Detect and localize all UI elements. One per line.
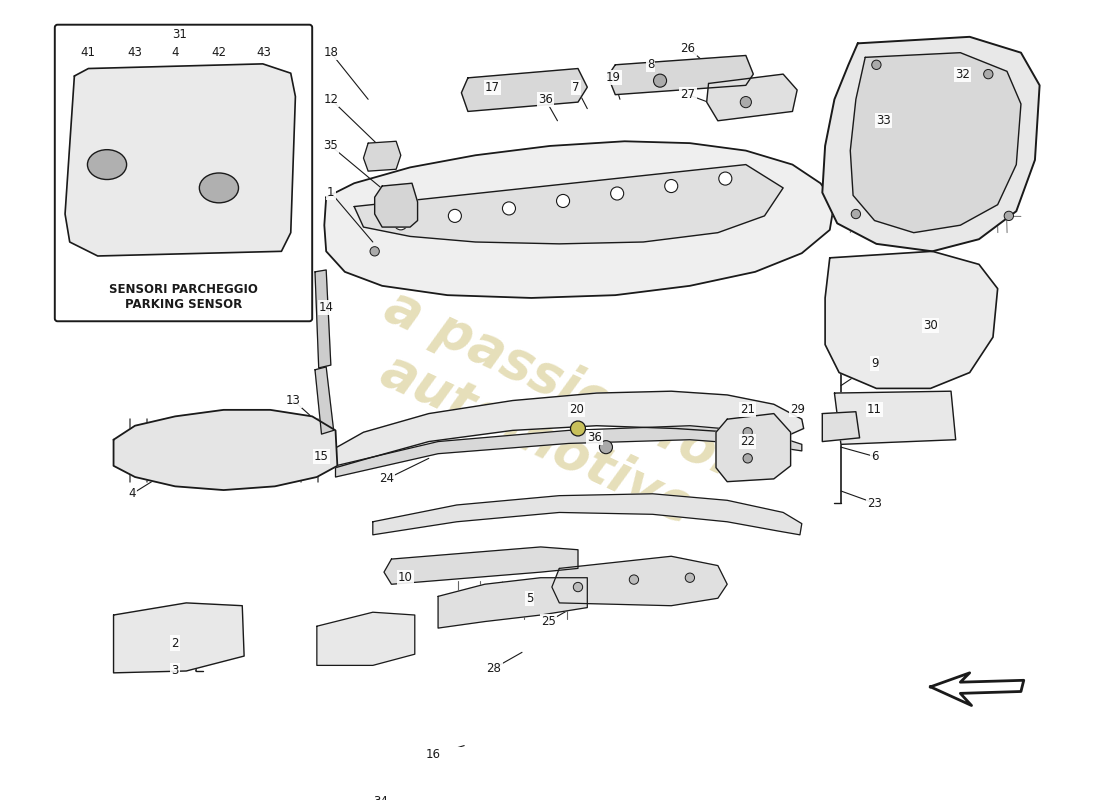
Ellipse shape	[199, 173, 239, 203]
Ellipse shape	[87, 150, 126, 179]
Circle shape	[653, 74, 667, 87]
Text: 36: 36	[587, 431, 602, 444]
Circle shape	[685, 573, 694, 582]
Polygon shape	[706, 74, 798, 121]
Text: 25: 25	[541, 615, 556, 628]
Polygon shape	[113, 410, 338, 490]
Circle shape	[394, 217, 407, 230]
Text: 2: 2	[172, 637, 179, 650]
Text: 22: 22	[740, 435, 756, 448]
Circle shape	[629, 575, 639, 584]
Text: 43: 43	[256, 46, 271, 59]
Text: 4: 4	[129, 487, 136, 500]
Circle shape	[449, 210, 461, 222]
Polygon shape	[850, 53, 1021, 233]
Polygon shape	[931, 673, 1024, 706]
Circle shape	[600, 441, 613, 454]
Text: 30: 30	[923, 319, 938, 333]
Circle shape	[871, 60, 881, 70]
Text: 20: 20	[569, 403, 583, 416]
Polygon shape	[608, 55, 754, 94]
Polygon shape	[333, 391, 804, 468]
Polygon shape	[354, 165, 783, 244]
Circle shape	[742, 454, 752, 463]
Text: 28: 28	[486, 662, 502, 674]
Text: 14: 14	[319, 301, 333, 314]
Text: 21: 21	[740, 403, 756, 416]
Text: 13: 13	[286, 394, 301, 407]
Text: 18: 18	[323, 46, 339, 59]
Text: 8: 8	[647, 58, 654, 71]
Circle shape	[610, 187, 624, 200]
Polygon shape	[461, 69, 587, 111]
Text: 41: 41	[81, 46, 96, 59]
Circle shape	[1004, 211, 1013, 221]
Text: 3: 3	[172, 665, 179, 678]
Polygon shape	[384, 547, 578, 584]
Polygon shape	[324, 142, 835, 298]
Text: 43: 43	[128, 46, 142, 59]
Polygon shape	[65, 64, 296, 256]
Circle shape	[573, 582, 583, 592]
Circle shape	[740, 97, 751, 108]
Circle shape	[557, 194, 570, 207]
Circle shape	[742, 427, 752, 437]
Polygon shape	[336, 426, 802, 477]
Text: 7: 7	[572, 81, 580, 94]
Polygon shape	[363, 142, 400, 171]
Polygon shape	[835, 391, 956, 444]
Polygon shape	[315, 367, 333, 434]
Circle shape	[718, 172, 732, 185]
Polygon shape	[823, 37, 1040, 251]
Text: 36: 36	[538, 93, 553, 106]
Text: 10: 10	[398, 571, 412, 584]
Polygon shape	[317, 612, 415, 666]
Text: 6: 6	[871, 450, 878, 463]
Polygon shape	[825, 251, 998, 389]
Text: 34: 34	[373, 795, 387, 800]
Circle shape	[983, 70, 993, 78]
Text: 31: 31	[172, 27, 187, 41]
FancyBboxPatch shape	[55, 25, 312, 322]
Text: 5: 5	[526, 592, 534, 605]
Text: 15: 15	[315, 450, 329, 463]
Polygon shape	[823, 412, 859, 442]
Text: 35: 35	[323, 139, 338, 153]
Text: SENSORI PARCHEGGIO
PARKING SENSOR: SENSORI PARCHEGGIO PARKING SENSOR	[109, 283, 257, 311]
Circle shape	[503, 202, 516, 215]
Text: 11: 11	[867, 403, 882, 416]
Polygon shape	[438, 578, 587, 628]
Circle shape	[664, 179, 678, 193]
Polygon shape	[375, 183, 418, 227]
Text: 32: 32	[955, 68, 969, 81]
Polygon shape	[373, 494, 802, 535]
Polygon shape	[113, 603, 244, 673]
Text: 19: 19	[606, 71, 620, 84]
Text: 27: 27	[681, 88, 695, 101]
Polygon shape	[716, 414, 791, 482]
Text: 12: 12	[323, 93, 339, 106]
Polygon shape	[315, 270, 331, 368]
Text: 26: 26	[681, 42, 695, 54]
Text: 29: 29	[790, 403, 804, 416]
Text: 9: 9	[871, 357, 878, 370]
Text: 24: 24	[379, 472, 394, 486]
Circle shape	[571, 421, 585, 436]
Text: 4: 4	[172, 46, 179, 59]
Text: 33: 33	[877, 114, 891, 127]
Text: 42: 42	[211, 46, 227, 59]
Text: 17: 17	[485, 81, 499, 94]
Circle shape	[851, 210, 860, 218]
Text: 23: 23	[867, 497, 882, 510]
Polygon shape	[552, 556, 727, 606]
Text: a passion for
automotive: a passion for automotive	[352, 279, 748, 544]
Text: 1: 1	[327, 186, 334, 199]
Circle shape	[370, 246, 379, 256]
Text: 16: 16	[426, 749, 441, 762]
